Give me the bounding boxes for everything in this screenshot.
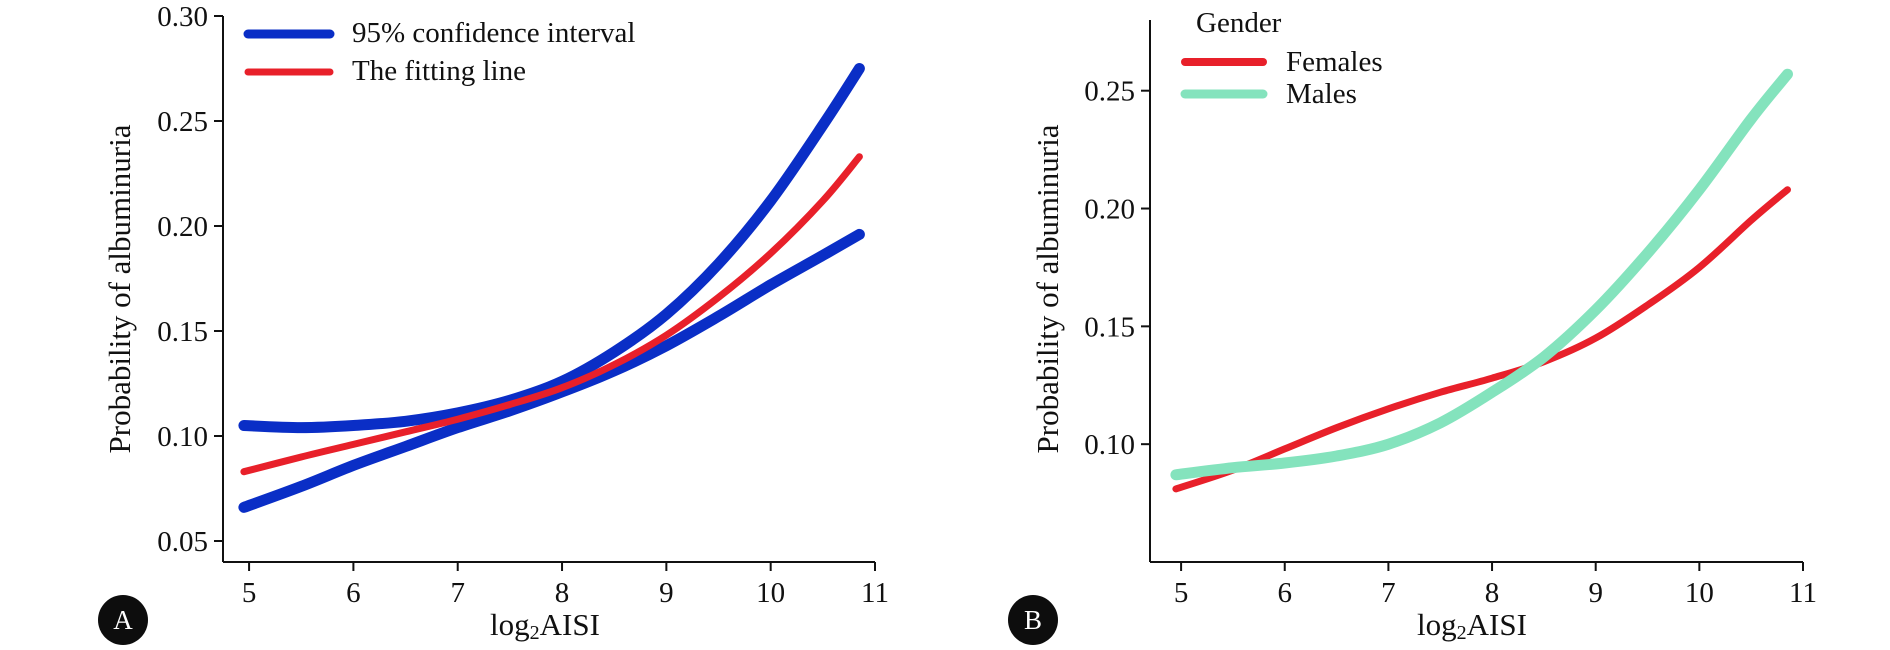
panel-a-series-95-confidence-interval-upper — [238, 63, 865, 434]
panel-b-y-tick-label: 0.25 — [1084, 76, 1135, 108]
panel-b-badge-circle — [1008, 595, 1058, 645]
panel-a-series-95-confidence-interval-lower — [238, 228, 865, 513]
panel-a: 0.05 0.10 0.15 0.20 0.25 0.30 5 6 7 8 9 10 11 log2A… — [98, 1, 889, 645]
panel-b-badge-letter: B — [1024, 605, 1042, 635]
panel-a-badge: A — [98, 595, 148, 645]
panel-b-x-axis-title: log2AISI — [1417, 607, 1527, 644]
panel-a-x-tick-label: 11 — [861, 577, 889, 609]
panel-a-x-tick-label: 8 — [555, 577, 570, 609]
panel-a-badge-circle — [98, 595, 148, 645]
panel-b-y-tick-label: 0.20 — [1084, 194, 1135, 226]
panel-b-legend-label-females: Females — [1286, 46, 1383, 78]
panel-a-legend: 95% confidence interval The fitting line — [243, 17, 635, 87]
panel-b: 0.10 0.15 0.20 0.25 5 6 7 8 9 10 11 log2AISI Prob… — [1008, 7, 1817, 645]
panel-a-x-tick-label: 6 — [346, 577, 361, 609]
panel-a-legend-label-ci: 95% confidence interval — [352, 17, 635, 49]
panel-b-legend: Gender Females Males — [1180, 7, 1383, 110]
panel-b-badge: B — [1008, 595, 1058, 645]
panel-a-badge-letter: A — [113, 605, 133, 635]
panel-b-series-males — [1170, 68, 1793, 481]
panel-a-y-tick-label: 0.20 — [157, 211, 208, 243]
panel-b-x-tick-label: 5 — [1174, 577, 1189, 609]
panel-b-y-tick-label: 0.10 — [1084, 429, 1135, 461]
panel-a-y-tick-label: 0.25 — [157, 106, 208, 138]
panel-b-x-tick-label: 9 — [1588, 577, 1603, 609]
panel-a-x-tick-label: 5 — [242, 577, 257, 609]
panel-b-x-tick-label: 11 — [1789, 577, 1817, 609]
panel-a-y-tick-label: 0.15 — [157, 316, 208, 348]
panel-b-legend-label-males: Males — [1286, 78, 1357, 110]
panel-b-x-tick-label: 10 — [1685, 577, 1714, 609]
panel-a-y-axis-title: Probability of albuminuria — [102, 124, 137, 453]
panel-b-y-axis-title: Probability of albuminuria — [1030, 124, 1065, 453]
panel-a-x-tick-label: 9 — [659, 577, 674, 609]
panel-b-y-tick-label: 0.15 — [1084, 311, 1135, 343]
panel-a-y-tick-label: 0.10 — [157, 421, 208, 453]
panel-a-y-tick-label: 0.30 — [157, 1, 208, 33]
panel-b-legend-title: Gender — [1196, 7, 1282, 39]
panel-b-x-axis-title-subscript: 2 — [1457, 622, 1467, 644]
panel-b-series-females — [1172, 186, 1791, 493]
panel-a-legend-label-fit: The fitting line — [352, 55, 526, 87]
panel-b-x-tick-label: 7 — [1381, 577, 1396, 609]
panel-a-x-tick-label: 7 — [450, 577, 465, 609]
panel-a-x-axis-title: log2AISI — [490, 607, 600, 644]
panel-a-y-tick-label: 0.05 — [157, 526, 208, 558]
panel-b-x-tick-label: 8 — [1485, 577, 1500, 609]
panel-a-x-axis-title-subscript: 2 — [530, 622, 540, 644]
panel-a-x-tick-label: 10 — [756, 577, 785, 609]
panel-a-series-the-fitting-line-fit — [240, 153, 863, 476]
panel-b-x-tick-label: 6 — [1277, 577, 1292, 609]
